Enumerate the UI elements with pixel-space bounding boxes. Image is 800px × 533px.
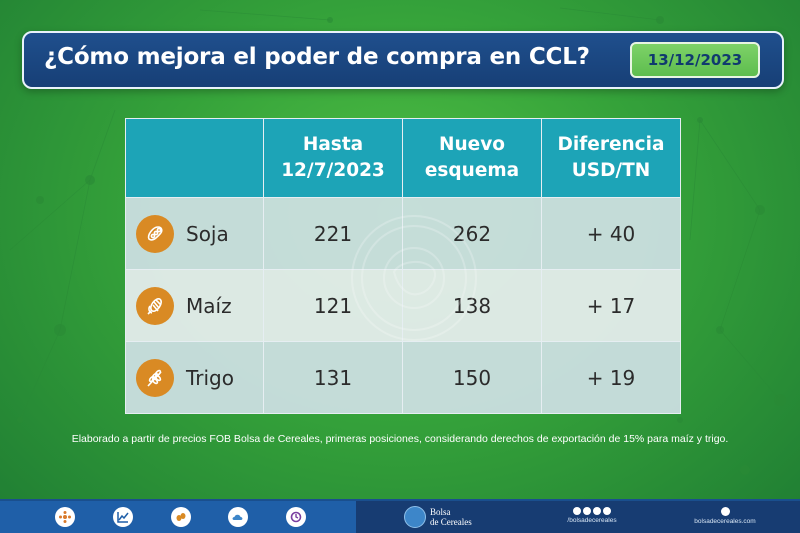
cycle-icon[interactable] [286, 507, 306, 527]
footer-bar: Bolsa de Cereales /bolsadecereales bolsa… [0, 499, 800, 533]
crop-name: Trigo [186, 365, 234, 390]
value-after: 150 [402, 341, 542, 414]
crop-name: Maíz [186, 293, 232, 318]
value-diff: + 40 [541, 197, 681, 270]
instagram-icon[interactable] [593, 507, 601, 515]
youtube-icon[interactable] [603, 507, 611, 515]
value-after: 138 [402, 269, 542, 342]
grain-icon[interactable] [171, 507, 191, 527]
value-diff: + 19 [541, 341, 681, 414]
chart-icon[interactable] [113, 507, 133, 527]
value-diff: + 17 [541, 269, 681, 342]
website-text: bolsadecereales.com [694, 518, 756, 525]
globe-icon [720, 507, 730, 516]
header-banner: ¿Cómo mejora el poder de compra en CCL? … [22, 31, 784, 89]
brand-logo[interactable]: Bolsa de Cereales [404, 506, 472, 528]
footnote: Elaborado a partir de precios FOB Bolsa … [71, 433, 729, 445]
social-handle: /bolsadecereales [567, 517, 617, 524]
social-links[interactable]: /bolsadecereales [567, 507, 617, 524]
table-header-row: Hasta 12/7/2023 Nuevo esquema Diferencia US… [125, 118, 681, 198]
soy-icon [136, 214, 174, 253]
website-link[interactable]: bolsadecereales.com [690, 507, 760, 525]
footer-right-panel [356, 501, 800, 533]
flower-icon[interactable] [55, 507, 75, 527]
wheat-icon [136, 358, 174, 397]
column-header-diff: Diferencia USD/TN [541, 118, 681, 198]
twitter-icon[interactable] [583, 507, 591, 515]
crop-name: Soja [186, 221, 229, 246]
table-row-trigo: Trigo 131 150 + 19 [125, 341, 681, 414]
value-after: 262 [402, 197, 542, 270]
value-before: 131 [263, 341, 403, 414]
column-header-crop [125, 118, 264, 198]
column-header-after: Nuevo esquema [402, 118, 542, 198]
table-row-maiz: Maíz 121 138 + 17 [125, 269, 681, 342]
corn-icon [136, 286, 174, 325]
table-row-soja: Soja 221 262 + 40 [125, 197, 681, 270]
value-before: 121 [263, 269, 403, 342]
facebook-icon[interactable] [573, 507, 581, 515]
value-before: 221 [263, 197, 403, 270]
column-header-before: Hasta 12/7/2023 [263, 118, 403, 198]
page-title: ¿Cómo mejora el poder de compra en CCL? [44, 44, 590, 70]
weather-icon[interactable] [228, 507, 248, 527]
date-badge: 13/12/2023 [630, 42, 760, 78]
bolsa-logo-icon [404, 506, 426, 528]
purchasing-power-table: Hasta 12/7/2023 Nuevo esquema Diferencia US… [125, 118, 681, 414]
